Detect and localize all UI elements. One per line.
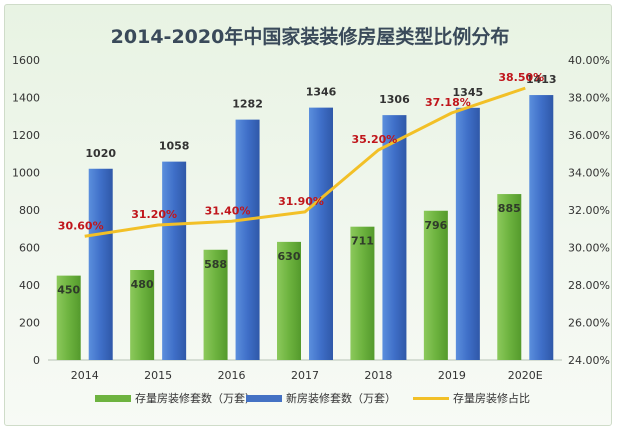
bar-existing-house bbox=[203, 249, 228, 360]
bar-new-value-label: 1413 bbox=[526, 73, 557, 86]
legend-item: 存量房装修套数（万套） bbox=[95, 388, 256, 408]
bar-new-value-label: 1346 bbox=[306, 86, 337, 99]
y-left-tick-label: 1200 bbox=[12, 129, 40, 142]
bar-new-house bbox=[529, 95, 554, 360]
y-right-tick-label: 38.00% bbox=[568, 92, 610, 105]
y-right-tick-label: 40.00% bbox=[568, 54, 610, 67]
y-left-tick-label: 200 bbox=[19, 317, 40, 330]
bar-existing-value-label: 588 bbox=[204, 258, 227, 271]
bar-existing-house bbox=[130, 270, 155, 360]
bar-existing-value-label: 630 bbox=[278, 250, 301, 263]
line-point-label: 31.40% bbox=[205, 204, 251, 217]
y-right-tick-label: 28.00% bbox=[568, 279, 610, 292]
line-point-label: 37.18% bbox=[425, 96, 471, 109]
legend-item: 存量房装修占比 bbox=[413, 388, 530, 408]
line-point-label: 30.60% bbox=[58, 219, 104, 232]
bar-new-house bbox=[162, 161, 187, 360]
x-tick-label: 2015 bbox=[144, 369, 172, 382]
bar-new-house bbox=[235, 119, 260, 360]
bar-new-value-label: 1020 bbox=[85, 147, 116, 160]
line-point-label: 35.20% bbox=[352, 133, 398, 146]
bar-existing-house bbox=[350, 226, 375, 360]
line-existing-share bbox=[84, 86, 526, 238]
y-left-tick-label: 800 bbox=[19, 204, 40, 217]
bar-existing-house bbox=[277, 241, 301, 360]
legend-swatch bbox=[246, 394, 282, 402]
line-point-label: 31.90% bbox=[278, 195, 324, 208]
line-point-label: 38.50% bbox=[498, 71, 544, 84]
bar-existing-house bbox=[56, 275, 81, 360]
bar-new-value-label: 1345 bbox=[453, 86, 484, 99]
bar-new-house bbox=[455, 107, 480, 360]
legend-item: 新房装修套数（万套） bbox=[246, 388, 396, 408]
y-left-tick-label: 1600 bbox=[12, 54, 40, 67]
x-tick-label: 2016 bbox=[218, 369, 246, 382]
legend-label: 存量房装修占比 bbox=[453, 392, 530, 405]
y-left-tick-label: 1400 bbox=[12, 92, 40, 105]
x-tick-label: 2019 bbox=[438, 369, 466, 382]
bar-new-value-label: 1058 bbox=[159, 140, 190, 153]
bar-existing-value-label: 711 bbox=[351, 235, 374, 248]
bar-new-value-label: 1306 bbox=[379, 93, 410, 106]
line-point-label: 31.20% bbox=[131, 208, 177, 221]
bar-existing-value-label: 480 bbox=[131, 278, 154, 291]
legend-swatch bbox=[413, 396, 449, 400]
chart-title: 2014-2020年中国家装装修房屋类型比例分布 bbox=[110, 26, 510, 48]
legend-label: 新房装修套数（万套） bbox=[286, 392, 396, 405]
y-right-tick-label: 36.00% bbox=[568, 129, 610, 142]
y-right-tick-label: 34.00% bbox=[568, 167, 610, 180]
legend-label: 存量房装修套数（万套） bbox=[135, 392, 256, 405]
bar-existing-house bbox=[497, 194, 522, 360]
x-tick-label: 2018 bbox=[364, 369, 392, 382]
x-tick-label: 2014 bbox=[71, 369, 99, 382]
legend-swatch bbox=[95, 394, 131, 402]
y-left-tick-label: 0 bbox=[33, 354, 40, 367]
bar-new-house bbox=[382, 115, 407, 360]
bar-existing-value-label: 796 bbox=[424, 219, 447, 232]
bar-existing-house bbox=[423, 210, 448, 360]
bar-new-value-label: 1282 bbox=[232, 98, 263, 111]
x-tick-label: 2017 bbox=[291, 369, 319, 382]
y-left-tick-label: 600 bbox=[19, 242, 40, 255]
chart-legend: 存量房装修套数（万套） 新房装修套数（万套） 存量房装修占比 bbox=[0, 388, 620, 408]
bar-new-house bbox=[309, 107, 333, 360]
bar-existing-value-label: 450 bbox=[57, 284, 80, 297]
x-tick-label: 2020E bbox=[508, 369, 543, 382]
y-right-tick-label: 32.00% bbox=[568, 204, 610, 217]
bar-new-house bbox=[88, 168, 113, 360]
y-right-tick-label: 30.00% bbox=[568, 242, 610, 255]
y-left-tick-label: 1000 bbox=[12, 167, 40, 180]
y-right-tick-label: 24.00% bbox=[568, 354, 610, 367]
y-right-tick-label: 26.00% bbox=[568, 317, 610, 330]
y-left-tick-label: 400 bbox=[19, 279, 40, 292]
bar-existing-value-label: 885 bbox=[498, 202, 521, 215]
